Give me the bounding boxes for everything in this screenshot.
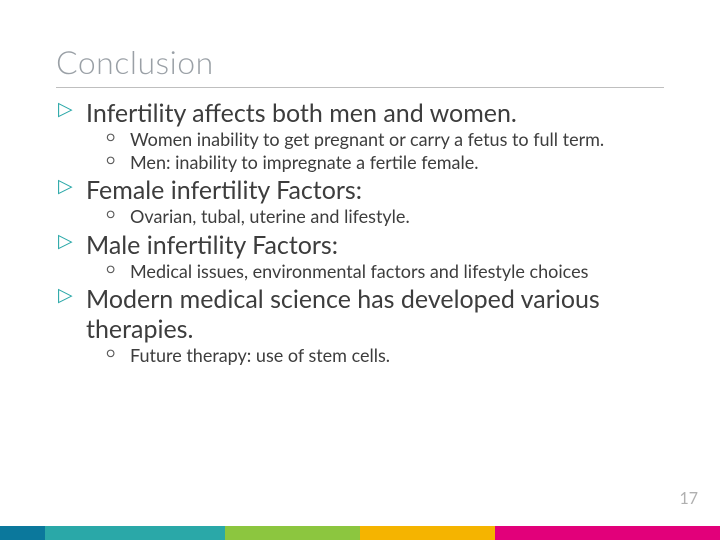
triangle-icon: ▷ [56,230,86,253]
triangle-icon: ▷ [56,175,86,198]
stripe-segment [495,526,720,540]
circle-icon: ○ [106,151,130,169]
circle-icon: ○ [106,344,130,362]
footer-stripe [0,526,720,540]
sub-bullet: ○Men: inability to impregnate a fertile … [106,151,664,174]
page-number: 17 [679,489,698,508]
main-bullet: ▷Male infertility Factors: [56,230,664,260]
stripe-segment [225,526,360,540]
sub-bullet-text: Men: inability to impregnate a fertile f… [130,151,664,174]
main-bullet-text: Infertility affects both men and women. [86,98,664,128]
sub-bullet-text: Future therapy: use of stem cells. [130,344,664,367]
triangle-icon: ▷ [56,98,86,121]
sub-bullet: ○Ovarian, tubal, uterine and lifestyle. [106,205,664,228]
content-area: ▷Infertility affects both men and women.… [56,98,664,367]
slide-title: Conclusion [56,42,664,81]
stripe-segment [360,526,495,540]
sub-bullet-text: Women inability to get pregnant or carry… [130,128,664,151]
slide: Conclusion ▷Infertility affects both men… [0,0,720,540]
circle-icon: ○ [106,205,130,223]
main-bullet: ▷Modern medical science has developed va… [56,284,664,344]
title-underline [56,87,664,88]
sub-bullet: ○Medical issues, environmental factors a… [106,260,664,283]
stripe-segment [45,526,225,540]
sub-bullet-text: Medical issues, environmental factors an… [130,260,664,283]
circle-icon: ○ [106,260,130,278]
circle-icon: ○ [106,128,130,146]
main-bullet: ▷Infertility affects both men and women. [56,98,664,128]
sub-bullet-text: Ovarian, tubal, uterine and lifestyle. [130,205,664,228]
sub-bullet-list: ○Ovarian, tubal, uterine and lifestyle. [106,205,664,228]
sub-bullet-list: ○Women inability to get pregnant or carr… [106,128,664,173]
main-bullet-text: Modern medical science has developed var… [86,284,664,344]
triangle-icon: ▷ [56,284,86,307]
sub-bullet: ○Women inability to get pregnant or carr… [106,128,664,151]
stripe-segment [0,526,45,540]
main-bullet-text: Female infertility Factors: [86,175,664,205]
sub-bullet-list: ○Medical issues, environmental factors a… [106,260,664,283]
sub-bullet-list: ○Future therapy: use of stem cells. [106,344,664,367]
main-bullet: ▷Female infertility Factors: [56,175,664,205]
sub-bullet: ○Future therapy: use of stem cells. [106,344,664,367]
main-bullet-text: Male infertility Factors: [86,230,664,260]
